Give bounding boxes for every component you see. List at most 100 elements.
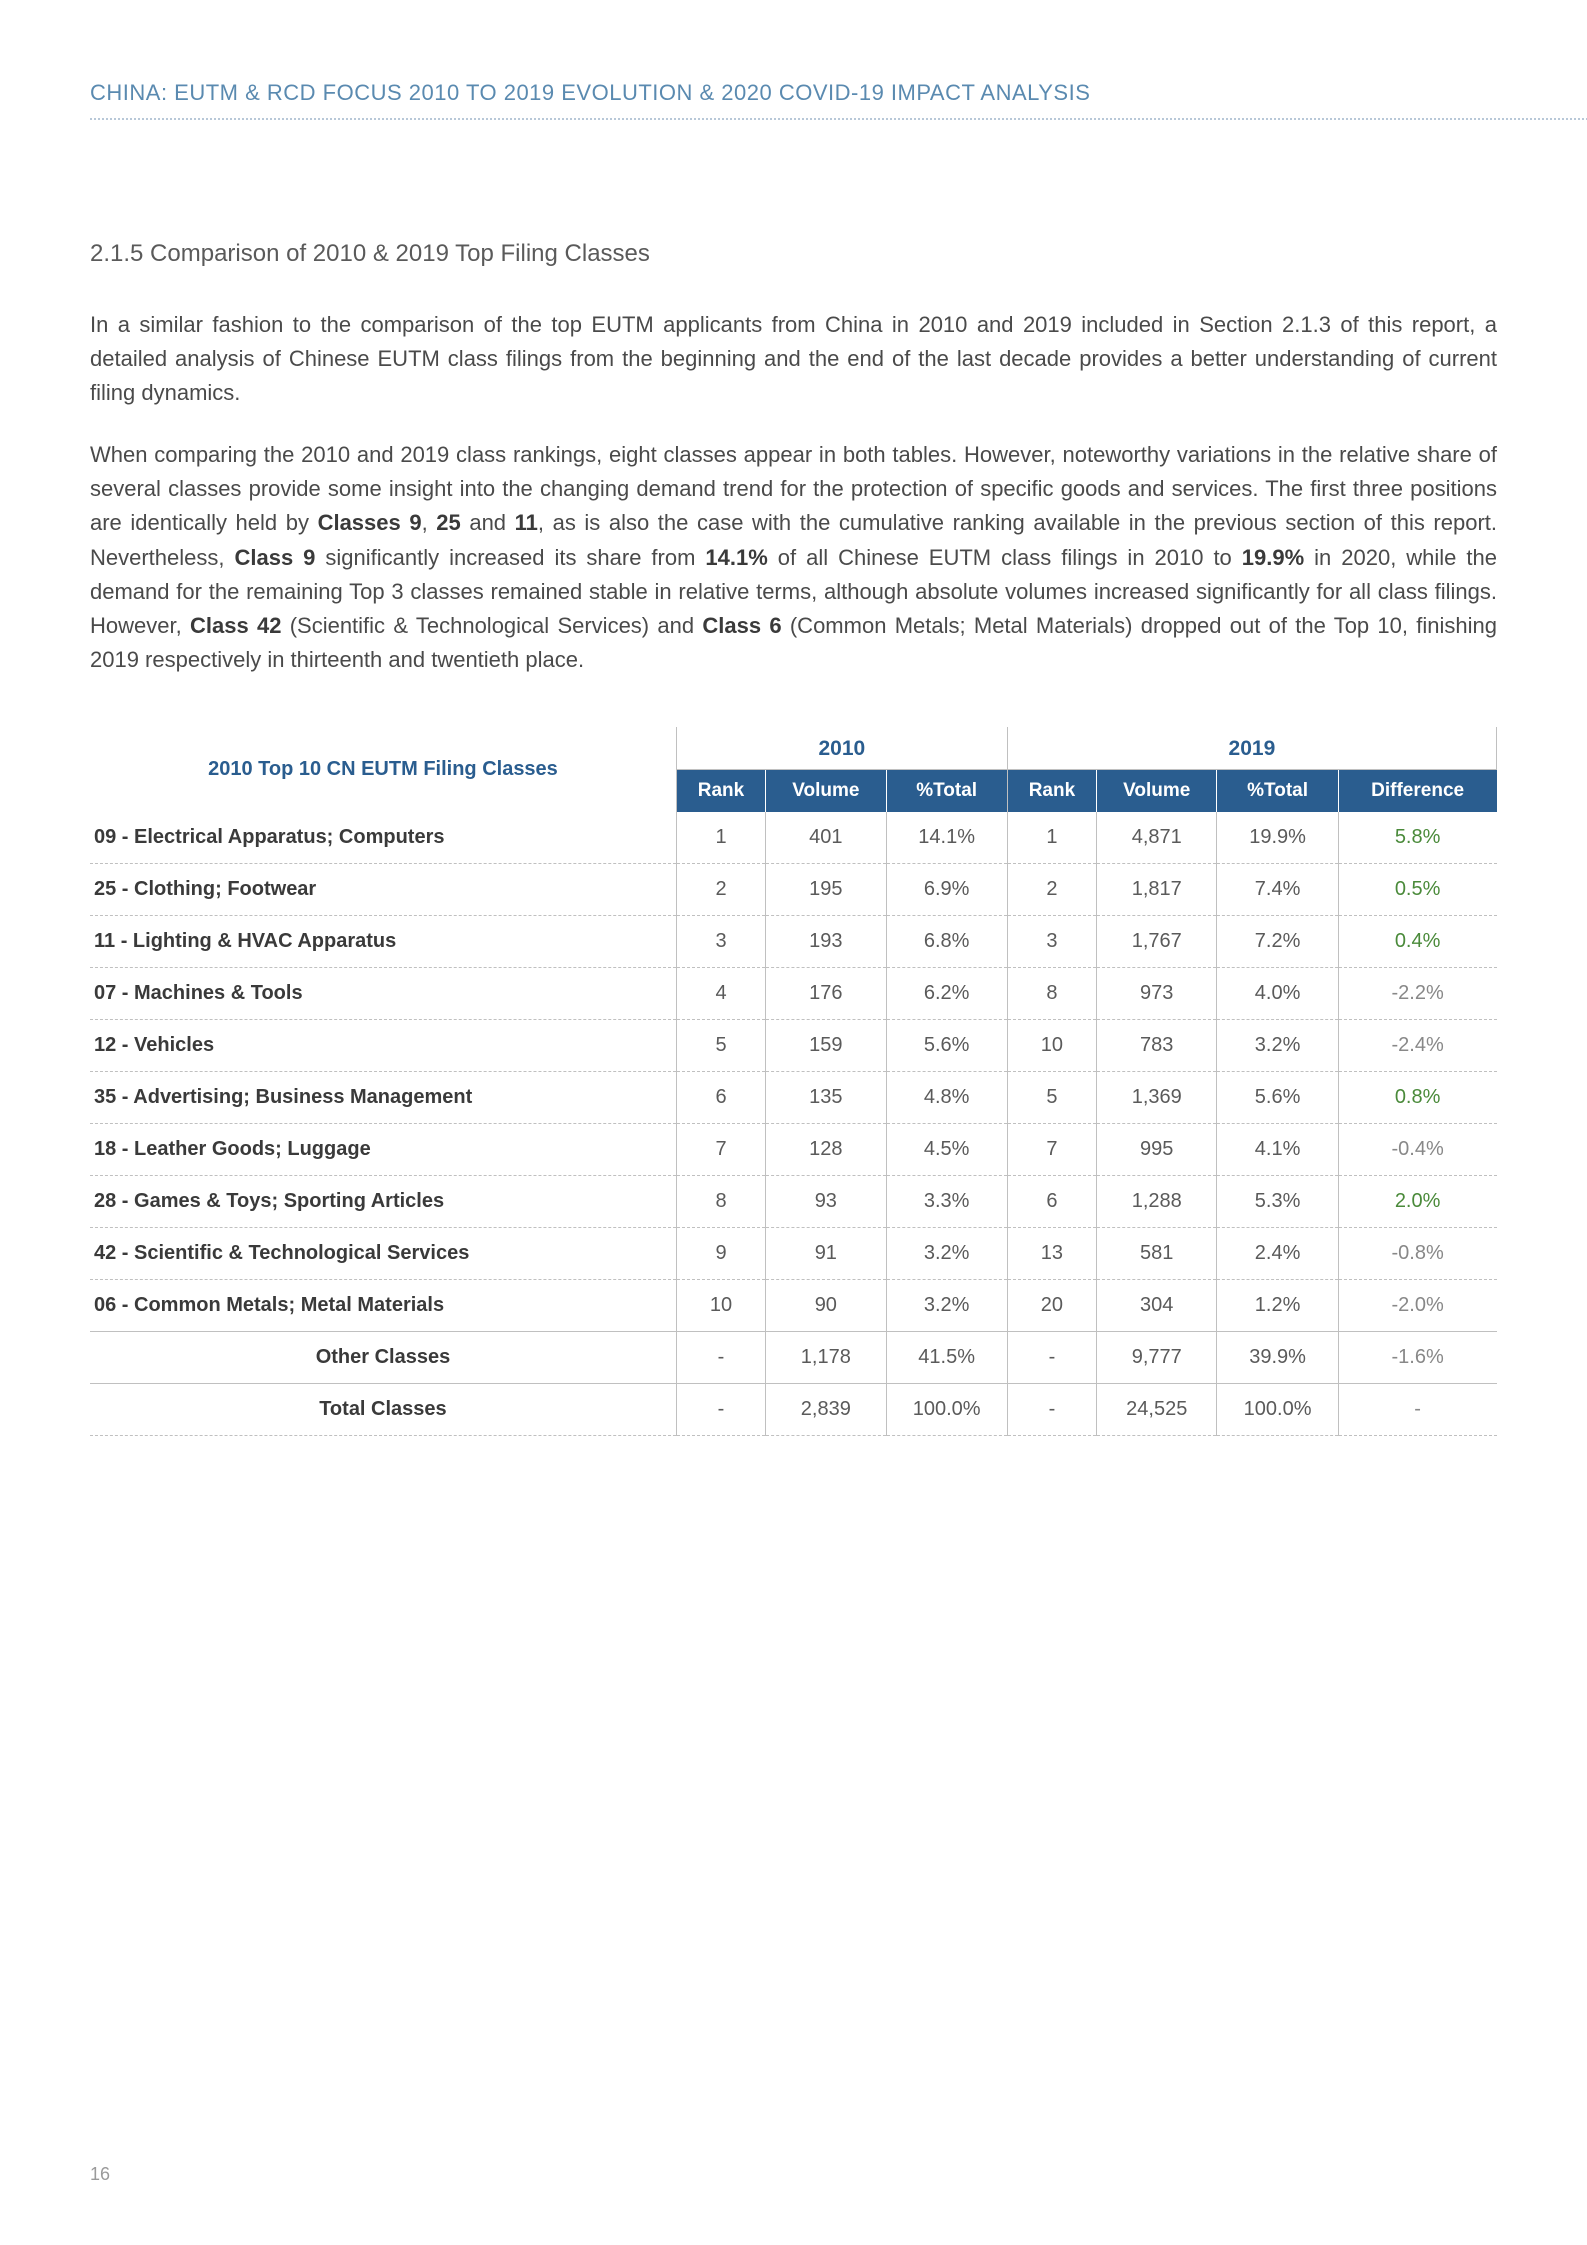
cell-pct-2019: 7.2% [1217, 915, 1338, 967]
table-row: Other Classes-1,17841.5%-9,77739.9%-1.6% [90, 1331, 1497, 1383]
cell-pct-2010: 41.5% [886, 1331, 1007, 1383]
cell-rank-2019: 10 [1007, 1019, 1096, 1071]
class-label: Total Classes [90, 1383, 676, 1435]
cell-rank-2010: 7 [676, 1123, 765, 1175]
cell-difference: 2.0% [1338, 1175, 1496, 1227]
cell-pct-2010: 6.8% [886, 915, 1007, 967]
p2-b3: 11 [515, 510, 538, 535]
cell-volume-2010: 2,839 [766, 1383, 886, 1435]
cell-rank-2019: 7 [1007, 1123, 1096, 1175]
cell-difference: 0.8% [1338, 1071, 1496, 1123]
page-header-title: CHINA: EUTM & RCD FOCUS 2010 TO 2019 EVO… [90, 80, 1497, 106]
cell-rank-2019: 13 [1007, 1227, 1096, 1279]
cell-volume-2019: 9,777 [1097, 1331, 1217, 1383]
paragraph-1: In a similar fashion to the comparison o… [90, 308, 1497, 410]
col-volume-2010: Volume [766, 769, 886, 812]
cell-rank-2010: 10 [676, 1279, 765, 1331]
col-volume-2019: Volume [1097, 769, 1217, 812]
p2-b1: Classes 9 [318, 510, 422, 535]
header-divider [90, 118, 1587, 120]
class-label: 25 - Clothing; Footwear [90, 863, 676, 915]
p2-e: significantly increased its share from [315, 545, 705, 570]
cell-pct-2010: 4.8% [886, 1071, 1007, 1123]
cell-rank-2019: 2 [1007, 863, 1096, 915]
p2-c2: and [461, 510, 515, 535]
col-difference: Difference [1338, 769, 1496, 812]
cell-difference: - [1338, 1383, 1496, 1435]
table-row: 07 - Machines & Tools41766.2%89734.0%-2.… [90, 967, 1497, 1019]
cell-rank-2010: 5 [676, 1019, 765, 1071]
cell-rank-2010: 3 [676, 915, 765, 967]
cell-pct-2010: 3.2% [886, 1279, 1007, 1331]
class-label: 11 - Lighting & HVAC Apparatus [90, 915, 676, 967]
p2-f: of all Chinese EUTM class filings in 201… [768, 545, 1242, 570]
cell-pct-2019: 100.0% [1217, 1383, 1338, 1435]
col-pct-2010: %Total [886, 769, 1007, 812]
table-year-2010: 2010 [676, 727, 1007, 770]
cell-difference: -0.4% [1338, 1123, 1496, 1175]
table-corner-label: 2010 Top 10 CN EUTM Filing Classes [90, 727, 676, 812]
cell-difference: -2.4% [1338, 1019, 1496, 1071]
cell-rank-2019: 5 [1007, 1071, 1096, 1123]
cell-volume-2010: 195 [766, 863, 886, 915]
cell-difference: -0.8% [1338, 1227, 1496, 1279]
p2-b8: Class 6 [702, 613, 781, 638]
cell-rank-2010: 4 [676, 967, 765, 1019]
cell-pct-2019: 5.6% [1217, 1071, 1338, 1123]
cell-pct-2019: 4.0% [1217, 967, 1338, 1019]
p2-c1: , [422, 510, 437, 535]
class-label: 18 - Leather Goods; Luggage [90, 1123, 676, 1175]
class-label: 42 - Scientific & Technological Services [90, 1227, 676, 1279]
cell-rank-2019: 3 [1007, 915, 1096, 967]
cell-pct-2019: 7.4% [1217, 863, 1338, 915]
cell-rank-2019: 6 [1007, 1175, 1096, 1227]
table-row: 18 - Leather Goods; Luggage71284.5%79954… [90, 1123, 1497, 1175]
p2-b6: 19.9% [1242, 545, 1304, 570]
cell-rank-2010: - [676, 1331, 765, 1383]
cell-volume-2010: 93 [766, 1175, 886, 1227]
cell-difference: 5.8% [1338, 812, 1496, 864]
cell-volume-2019: 24,525 [1097, 1383, 1217, 1435]
table-row: 35 - Advertising; Business Management613… [90, 1071, 1497, 1123]
class-label: 06 - Common Metals; Metal Materials [90, 1279, 676, 1331]
table-row: 12 - Vehicles51595.6%107833.2%-2.4% [90, 1019, 1497, 1071]
cell-difference: 0.5% [1338, 863, 1496, 915]
cell-rank-2019: - [1007, 1331, 1096, 1383]
cell-difference: 0.4% [1338, 915, 1496, 967]
cell-volume-2019: 4,871 [1097, 812, 1217, 864]
class-label: Other Classes [90, 1331, 676, 1383]
cell-volume-2010: 159 [766, 1019, 886, 1071]
cell-pct-2010: 6.9% [886, 863, 1007, 915]
col-pct-2019: %Total [1217, 769, 1338, 812]
table-row: 28 - Games & Toys; Sporting Articles8933… [90, 1175, 1497, 1227]
cell-pct-2010: 3.2% [886, 1227, 1007, 1279]
cell-difference: -2.2% [1338, 967, 1496, 1019]
cell-volume-2019: 1,369 [1097, 1071, 1217, 1123]
cell-rank-2019: 1 [1007, 812, 1096, 864]
cell-rank-2010: - [676, 1383, 765, 1435]
cell-pct-2019: 19.9% [1217, 812, 1338, 864]
cell-pct-2019: 3.2% [1217, 1019, 1338, 1071]
table-year-2019: 2019 [1007, 727, 1496, 770]
table-row: 11 - Lighting & HVAC Apparatus31936.8%31… [90, 915, 1497, 967]
filing-classes-table: 2010 Top 10 CN EUTM Filing Classes 2010 … [90, 727, 1497, 1436]
cell-rank-2010: 8 [676, 1175, 765, 1227]
cell-volume-2010: 193 [766, 915, 886, 967]
table-row: 06 - Common Metals; Metal Materials10903… [90, 1279, 1497, 1331]
class-label: 35 - Advertising; Business Management [90, 1071, 676, 1123]
cell-rank-2010: 6 [676, 1071, 765, 1123]
cell-rank-2019: - [1007, 1383, 1096, 1435]
cell-difference: -2.0% [1338, 1279, 1496, 1331]
class-label: 09 - Electrical Apparatus; Computers [90, 812, 676, 864]
class-label: 07 - Machines & Tools [90, 967, 676, 1019]
table-row: 25 - Clothing; Footwear21956.9%21,8177.4… [90, 863, 1497, 915]
section-heading: 2.1.5 Comparison of 2010 & 2019 Top Fili… [90, 240, 1497, 268]
cell-difference: -1.6% [1338, 1331, 1496, 1383]
cell-pct-2019: 1.2% [1217, 1279, 1338, 1331]
cell-pct-2010: 6.2% [886, 967, 1007, 1019]
table-row: 09 - Electrical Apparatus; Computers1401… [90, 812, 1497, 864]
cell-pct-2010: 14.1% [886, 812, 1007, 864]
cell-rank-2010: 1 [676, 812, 765, 864]
cell-rank-2019: 8 [1007, 967, 1096, 1019]
cell-volume-2019: 1,288 [1097, 1175, 1217, 1227]
